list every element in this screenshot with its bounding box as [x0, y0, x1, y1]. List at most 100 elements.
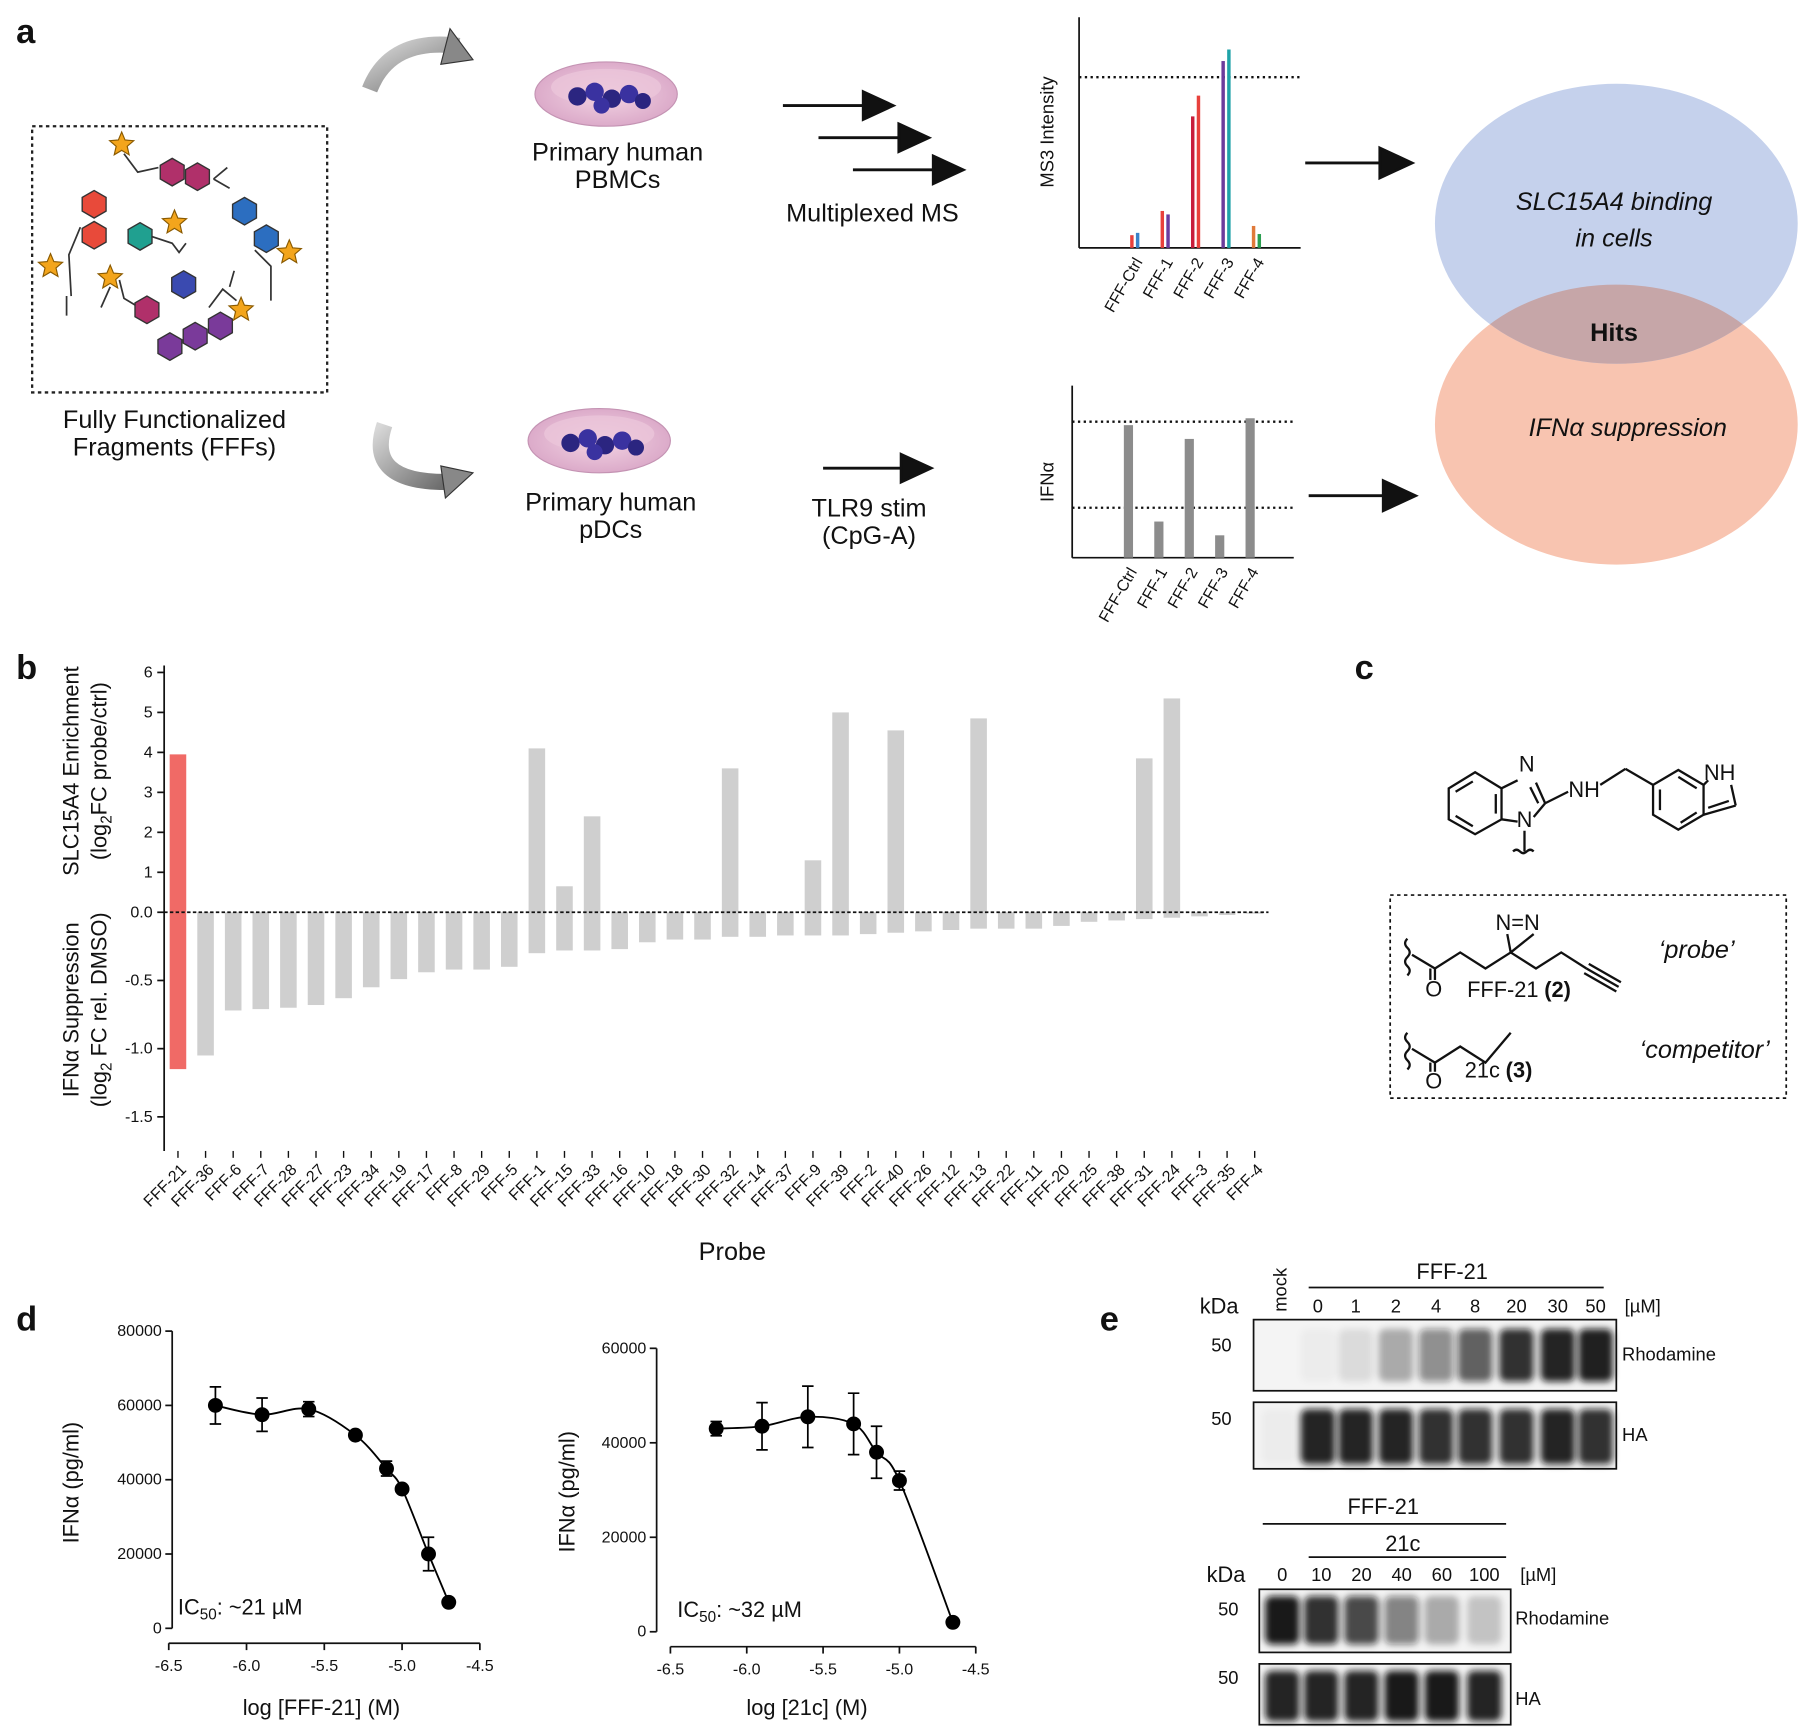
ring [171, 270, 197, 300]
y-axis-label: (log2FC probe/ctrl) [86, 682, 116, 860]
bar [1245, 418, 1255, 558]
star [108, 130, 136, 156]
bond [208, 270, 238, 309]
y-tick-label: 80000 [117, 1322, 162, 1340]
x-tick-label: FFF-Ctrl [1101, 255, 1146, 316]
bar [335, 912, 352, 999]
cycle-arrow [362, 36, 461, 93]
bar [1215, 535, 1225, 558]
bar [777, 912, 794, 936]
y-axis-label: IFNα (pg/ml) [59, 1422, 84, 1544]
bar [583, 912, 601, 951]
bar [1227, 49, 1231, 248]
panel-label: d [16, 1301, 37, 1339]
y-axis-label: IFNα Suppression [59, 922, 84, 1097]
annotation: IC50: ~32 µM [677, 1596, 802, 1625]
data-point [207, 1397, 223, 1413]
lane-label: 20 [1506, 1295, 1526, 1316]
star [161, 208, 188, 235]
lane-label: 0 [1277, 1564, 1287, 1585]
data-point [945, 1614, 961, 1630]
data-point [394, 1481, 410, 1497]
y-axis-label-part: (log [86, 824, 111, 860]
bar [583, 816, 601, 913]
compound-role: ‘competitor’ [1640, 1036, 1770, 1064]
compound-name: 21c (3) [1465, 1057, 1533, 1082]
x-axis-label: log [21c] (M) [746, 1695, 867, 1720]
band [1424, 1596, 1460, 1645]
panel-label: e [1100, 1301, 1119, 1339]
data-point [441, 1594, 457, 1610]
library-label: Fragments (FFFs) [73, 434, 276, 462]
y-tick-label: -1.5 [125, 1108, 153, 1126]
band [1467, 1596, 1502, 1645]
y-axis-label: IFNα [1036, 461, 1057, 502]
band [1304, 1670, 1339, 1722]
lane-label: 1 [1351, 1295, 1361, 1316]
y-tick-label: 60000 [117, 1396, 162, 1414]
band [1262, 1329, 1296, 1382]
x-tick-label: FFF-4 [1231, 255, 1268, 302]
bar [169, 754, 187, 913]
x-tick-label: -6.0 [733, 1661, 761, 1679]
y-tick-label: 60000 [602, 1339, 647, 1357]
y-tick-label: 20000 [117, 1545, 162, 1563]
schematic [30, 27, 1798, 565]
bar [390, 912, 408, 980]
cell-label: pDCs [579, 516, 642, 544]
y-tick-label: -1.0 [125, 1040, 153, 1058]
x-axis-label: Probe [699, 1238, 766, 1266]
atom-label: O [1425, 1068, 1442, 1093]
compound-name-part: 21c [1465, 1057, 1500, 1082]
data-point [891, 1473, 907, 1489]
band [1578, 1328, 1613, 1382]
lane-label: 20 [1351, 1564, 1371, 1585]
ring [253, 224, 279, 254]
bond [212, 166, 231, 189]
treatment-label: FFF-21 [1348, 1494, 1419, 1519]
star [96, 263, 124, 290]
y-tick-label: 6 [144, 663, 153, 681]
bar [362, 912, 380, 988]
bar [556, 912, 573, 951]
bar [1163, 698, 1181, 913]
star [37, 252, 64, 278]
y-tick-label: 40000 [117, 1471, 162, 1489]
bond [123, 153, 159, 174]
y-tick-label: 0.0 [130, 903, 152, 921]
band [1578, 1409, 1613, 1465]
band [1262, 1409, 1296, 1464]
cell-label: PBMCs [575, 166, 661, 194]
atom-label: N=N [1495, 910, 1539, 935]
bar [721, 912, 739, 937]
x-axis-label: log [FFF-21] (M) [243, 1695, 400, 1720]
data-point [301, 1401, 317, 1417]
bar [804, 912, 822, 936]
x-tick-label: FFF-4 [1225, 565, 1262, 612]
bar [721, 768, 739, 913]
gel-label: Rhodamine [1622, 1344, 1716, 1365]
bar [887, 730, 905, 913]
data-point [347, 1427, 363, 1443]
bar [804, 860, 822, 913]
ring [134, 295, 160, 325]
atom-label: N [1517, 807, 1533, 832]
compound-name-part: (2) [1544, 977, 1571, 1002]
bar [970, 718, 987, 913]
data-point [708, 1421, 724, 1437]
unit-label: kDa [1207, 1562, 1247, 1587]
y-tick-label: 40000 [602, 1434, 647, 1452]
x-tick-label: -4.5 [962, 1661, 990, 1679]
unit-label: [µM] [1520, 1564, 1556, 1585]
ring [207, 311, 234, 341]
bar [942, 912, 960, 930]
bar [528, 912, 546, 954]
annotation: IC50: ~21 µM [178, 1594, 303, 1623]
bond [100, 279, 136, 308]
compound-name-part: FFF-21 [1467, 977, 1538, 1002]
bar [1246, 912, 1263, 914]
x-tick-label: -6.0 [233, 1657, 261, 1675]
band [1499, 1409, 1534, 1465]
lane-label: 8 [1470, 1295, 1480, 1316]
bond [65, 226, 82, 316]
